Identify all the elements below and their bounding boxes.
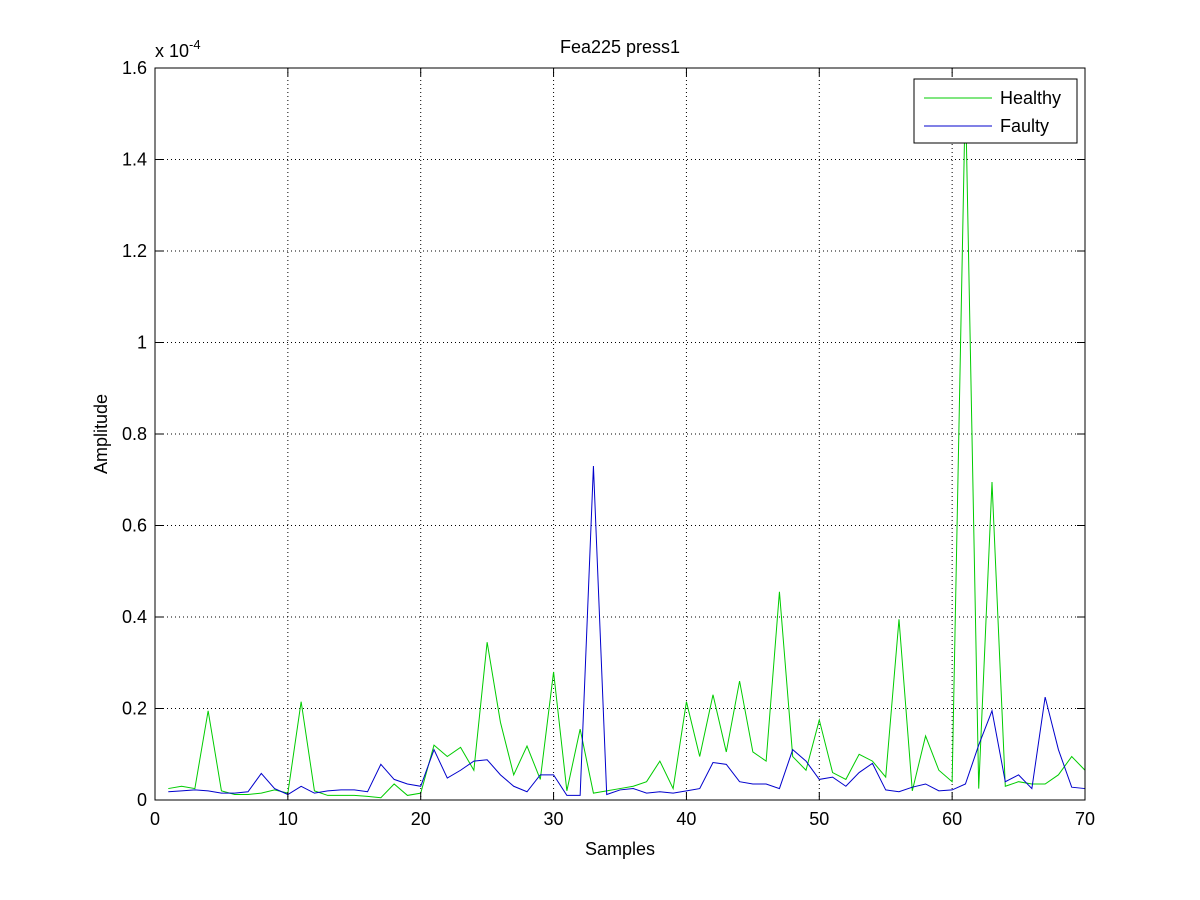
chart-title: Fea225 press1 [560, 37, 680, 57]
x-tick-label: 70 [1075, 809, 1095, 829]
series-line-faulty [168, 466, 1086, 796]
y-tick-label: 1.2 [122, 241, 147, 261]
y-tick-label: 0.4 [122, 607, 147, 627]
x-tick-label: 20 [411, 809, 431, 829]
x-tick-label: 30 [544, 809, 564, 829]
y-axis-exponent: x 10-4 [155, 37, 201, 61]
y-tick-label: 0.6 [122, 516, 147, 536]
y-tick-label: 0 [137, 790, 147, 810]
legend-label-healthy: Healthy [1000, 88, 1061, 108]
exponent-power: -4 [189, 37, 201, 52]
exponent-base: x 10 [155, 41, 189, 61]
grid-lines [155, 68, 1085, 800]
legend-box [913, 78, 1078, 144]
series-lines [168, 90, 1086, 799]
y-axis-label: Amplitude [91, 394, 111, 474]
series-line-healthy [168, 90, 1086, 799]
legend-label-faulty: Faulty [1000, 116, 1049, 136]
x-tick-label: 10 [278, 809, 298, 829]
x-axis-label: Samples [585, 839, 655, 859]
x-tick-label: 50 [809, 809, 829, 829]
axis-ticks: 0 10 20 30 40 50 60 70 0 0.2 0.4 0.6 0.8 1 1.2 1.4 1.6 [122, 58, 1095, 829]
y-tick-label: 0.8 [122, 424, 147, 444]
y-tick-label: 0.2 [122, 699, 147, 719]
y-tick-label: 1 [137, 333, 147, 353]
x-tick-label: 60 [942, 809, 962, 829]
x-tick-label: 0 [150, 809, 160, 829]
y-tick-label: 1.4 [122, 150, 147, 170]
y-tick-label: 1.6 [122, 58, 147, 78]
legend: Healthy Faulty [913, 78, 1078, 144]
x-tick-label: 40 [676, 809, 696, 829]
